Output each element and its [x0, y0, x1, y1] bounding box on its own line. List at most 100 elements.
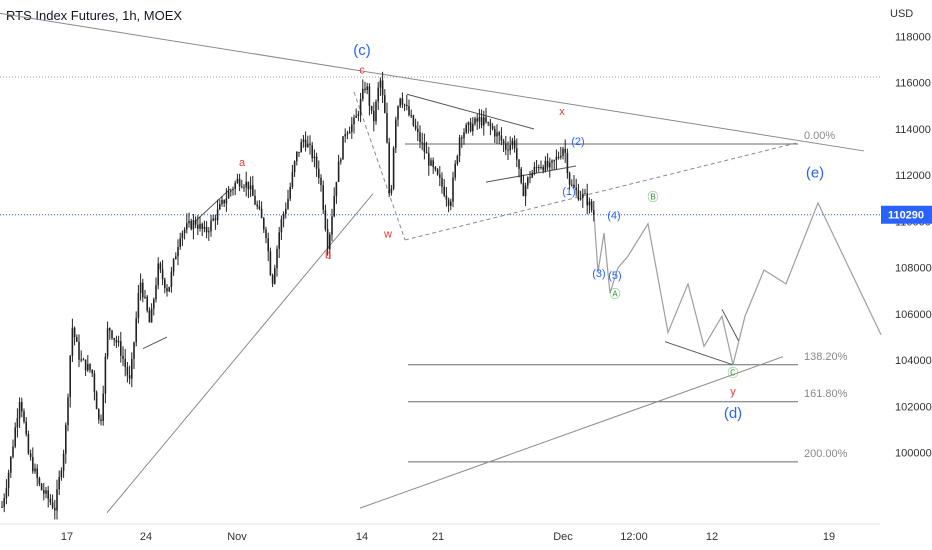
- candle-body: [478, 117, 481, 122]
- candle-body: [144, 296, 146, 298]
- candle-body: [566, 152, 569, 174]
- candle-body: [483, 117, 485, 126]
- candle-body: [434, 167, 437, 170]
- wave-label: Ⓑ: [648, 191, 659, 204]
- candle-body: [348, 131, 351, 134]
- price-tick-label: 116000: [895, 78, 931, 90]
- time-axis[interactable]: 17 24 Nov 14 21 Dec 12:00 12 19: [0, 523, 880, 543]
- candle-body: [333, 196, 335, 217]
- candle-body: [106, 328, 109, 357]
- candle-body: [362, 88, 364, 100]
- candle-body: [410, 115, 412, 117]
- candle-body: [586, 193, 588, 206]
- candle-body: [535, 167, 538, 169]
- candle-body: [406, 104, 408, 107]
- candle-body: [329, 234, 331, 250]
- candle-body: [282, 213, 285, 220]
- candle-body: [395, 119, 397, 148]
- candle-body: [417, 128, 419, 133]
- wave-label: x: [559, 106, 565, 118]
- candle-body: [10, 456, 12, 473]
- candle-body: [584, 193, 586, 195]
- price-tick-label: 112000: [895, 170, 931, 182]
- candle-body: [513, 140, 516, 149]
- candle-body: [485, 117, 487, 122]
- candle-body: [553, 160, 555, 162]
- fib-level-label: 0.00%: [804, 130, 835, 142]
- candle-body: [403, 104, 406, 106]
- candle-body: [397, 106, 399, 120]
- candle-body: [256, 204, 258, 207]
- wave-label: Ⓒ: [728, 366, 739, 379]
- candle-body: [441, 177, 443, 187]
- candle-body: [419, 132, 421, 143]
- wave-label: (5): [608, 270, 621, 282]
- fib-level-label: 161.80%: [804, 388, 848, 400]
- candle-body: [491, 126, 494, 129]
- candle-body: [318, 168, 320, 178]
- candle-body: [340, 159, 342, 162]
- candle-body: [568, 173, 571, 185]
- candle-body: [373, 110, 375, 122]
- trend-line: [0, 12, 865, 152]
- candle-body: [276, 248, 278, 269]
- candle-body: [357, 114, 360, 116]
- candle-body: [265, 229, 267, 239]
- price-tick-label: 104000: [895, 355, 932, 367]
- candle-body: [104, 356, 107, 394]
- candle-body: [322, 185, 324, 210]
- candle-body: [183, 229, 186, 233]
- candle-body: [82, 359, 85, 361]
- candle-body: [245, 181, 247, 188]
- candle-body: [62, 453, 65, 471]
- price-axis[interactable]: 1000001020001040001060001080001100001120…: [881, 31, 932, 460]
- candle-body: [135, 318, 137, 343]
- candle-body: [201, 223, 203, 229]
- candle-body: [65, 425, 67, 454]
- candle-body: [551, 160, 553, 163]
- candle-body: [469, 122, 472, 132]
- candle-body: [331, 216, 333, 235]
- candle-body: [3, 498, 5, 507]
- trend-line: [359, 356, 784, 509]
- candle-body: [540, 166, 542, 169]
- candle-body: [54, 507, 56, 511]
- candle-body: [249, 185, 252, 190]
- candle-body: [359, 99, 362, 115]
- candle-body: [166, 288, 168, 292]
- candle-body: [98, 409, 100, 420]
- candle-body: [49, 498, 52, 503]
- candle-body: [436, 169, 439, 175]
- candle-body: [84, 359, 87, 371]
- candle-body: [439, 174, 441, 178]
- wave-label: b: [325, 249, 331, 261]
- fibonacci-levels: 0.00% 138.20% 161.80% 200.00%: [405, 130, 848, 463]
- wave-label: (d): [724, 405, 742, 422]
- candle-body: [505, 143, 507, 150]
- candle-body: [428, 153, 430, 166]
- candle-body: [269, 251, 272, 276]
- wave-label: (e): [806, 165, 824, 182]
- candle-body: [529, 177, 531, 179]
- price-tick-label: 102000: [895, 401, 932, 413]
- candle-body: [287, 198, 289, 209]
- candle-body: [375, 101, 377, 122]
- candle-body: [364, 88, 366, 91]
- candle-body: [181, 232, 184, 239]
- candle-body: [342, 136, 344, 160]
- price-tick-label: 108000: [895, 263, 932, 275]
- wave-labels: (c) c a b w x (2) (1) (4) (3) (5) Ⓐ Ⓑ Ⓒy (d) (e): [239, 42, 824, 422]
- candle-body: [263, 218, 265, 230]
- wave-label: (4): [607, 210, 620, 222]
- candle-body: [489, 122, 492, 127]
- wave-label: (2): [571, 136, 584, 148]
- candle-body: [458, 137, 461, 156]
- fib-level-label: 138.20%: [804, 351, 848, 363]
- candle-body: [421, 142, 423, 144]
- candle-body: [278, 232, 280, 249]
- candle-body: [590, 201, 593, 211]
- candle-body: [271, 275, 274, 284]
- candle-body: [531, 172, 533, 178]
- trend-line: [485, 165, 577, 183]
